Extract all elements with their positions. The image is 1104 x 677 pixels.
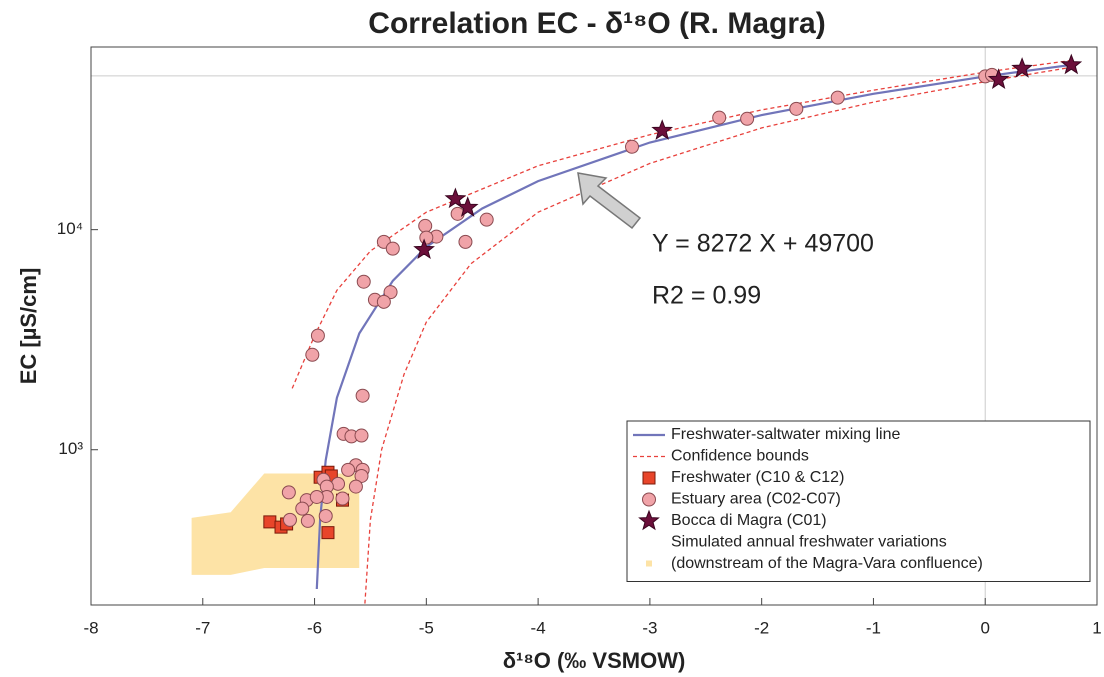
x-axis-label: δ¹⁸O (‰ VSMOW) xyxy=(503,648,686,673)
circle-marker xyxy=(310,328,325,343)
square-marker xyxy=(321,526,335,540)
x-tick-label: 1 xyxy=(1092,618,1101,637)
circle-marker xyxy=(295,501,310,516)
circle-marker xyxy=(830,90,845,105)
circle-marker xyxy=(642,492,656,507)
circle-marker xyxy=(354,428,369,443)
x-tick-label: -3 xyxy=(642,618,657,637)
circle-marker xyxy=(789,101,804,116)
legend-label: Bocca di Magra (C01) xyxy=(671,512,827,529)
square-marker xyxy=(642,471,656,485)
x-tick-label: -2 xyxy=(754,618,769,637)
x-tick-label: -6 xyxy=(307,618,322,637)
circle-marker xyxy=(305,347,320,362)
plot-frame xyxy=(90,46,1098,606)
legend: Freshwater-saltwater mixing line Confiden… xyxy=(626,420,1091,582)
circle-marker xyxy=(458,234,473,249)
circle-marker xyxy=(335,491,350,506)
x-tick-label: -1 xyxy=(866,618,881,637)
annotation: Y = 8272 X + 49700 xyxy=(652,230,874,258)
legend-label: (downstream of the Magra-Vara confluence… xyxy=(671,555,983,572)
circle-marker xyxy=(385,241,400,256)
circle-marker xyxy=(318,508,333,523)
arrow xyxy=(577,172,642,230)
circle-marker xyxy=(282,512,297,527)
circle-marker xyxy=(341,462,356,477)
mixing-line xyxy=(315,64,1070,590)
x-tick-label: -4 xyxy=(531,618,546,637)
circle-marker xyxy=(418,218,433,233)
confidence-bound xyxy=(364,66,1075,604)
circle-marker xyxy=(300,513,315,528)
chart-title: Correlation EC - δ¹⁸O (R. Magra) xyxy=(368,7,825,40)
x-tick-label: 0 xyxy=(980,618,989,637)
circle-marker xyxy=(376,294,391,309)
legend-box xyxy=(626,420,1091,582)
star-marker xyxy=(1060,53,1083,75)
circle-marker xyxy=(740,111,755,126)
circle-marker xyxy=(309,489,324,504)
legend-label: Simulated annual freshwater variations xyxy=(671,534,947,551)
star-marker xyxy=(638,509,660,531)
legend-label: Freshwater-saltwater mixing line xyxy=(671,426,901,443)
y-tick-label: 10⁴ xyxy=(57,219,83,238)
star-marker xyxy=(1011,57,1033,78)
circle-marker xyxy=(712,110,727,125)
legend-label: Confidence bounds xyxy=(671,448,809,465)
circle-marker xyxy=(355,388,370,403)
confidence-bound xyxy=(291,59,1075,389)
annotation: R2 = 0.99 xyxy=(652,282,761,310)
legend-label: Estuary area (C02-C07) xyxy=(671,491,841,508)
circle-marker xyxy=(383,285,398,300)
circle-marker xyxy=(625,139,640,154)
circle-marker xyxy=(419,230,434,245)
legend-symbol xyxy=(646,560,652,567)
circle-marker xyxy=(281,485,296,500)
plot-area: -8 -7 -6 -5 -4 -3 -2 -1 0 1 10³ 10⁴ xyxy=(57,46,1102,637)
star-marker xyxy=(651,119,674,140)
legend-label: Freshwater (C10 & C12) xyxy=(671,469,844,486)
star-marker xyxy=(456,196,479,217)
circle-marker xyxy=(479,212,494,227)
star-marker xyxy=(413,238,435,260)
y-tick-label: 10³ xyxy=(58,439,83,458)
circle-marker xyxy=(356,274,371,289)
square-marker xyxy=(263,515,277,529)
star-marker xyxy=(444,187,467,209)
star-marker xyxy=(987,68,1010,89)
x-tick-label: -7 xyxy=(195,618,210,637)
x-tick-label: -5 xyxy=(419,618,434,637)
y-axis-label: EC [µS/cm] xyxy=(16,268,41,385)
circle-marker xyxy=(348,479,363,494)
x-tick-label: -8 xyxy=(83,618,98,637)
